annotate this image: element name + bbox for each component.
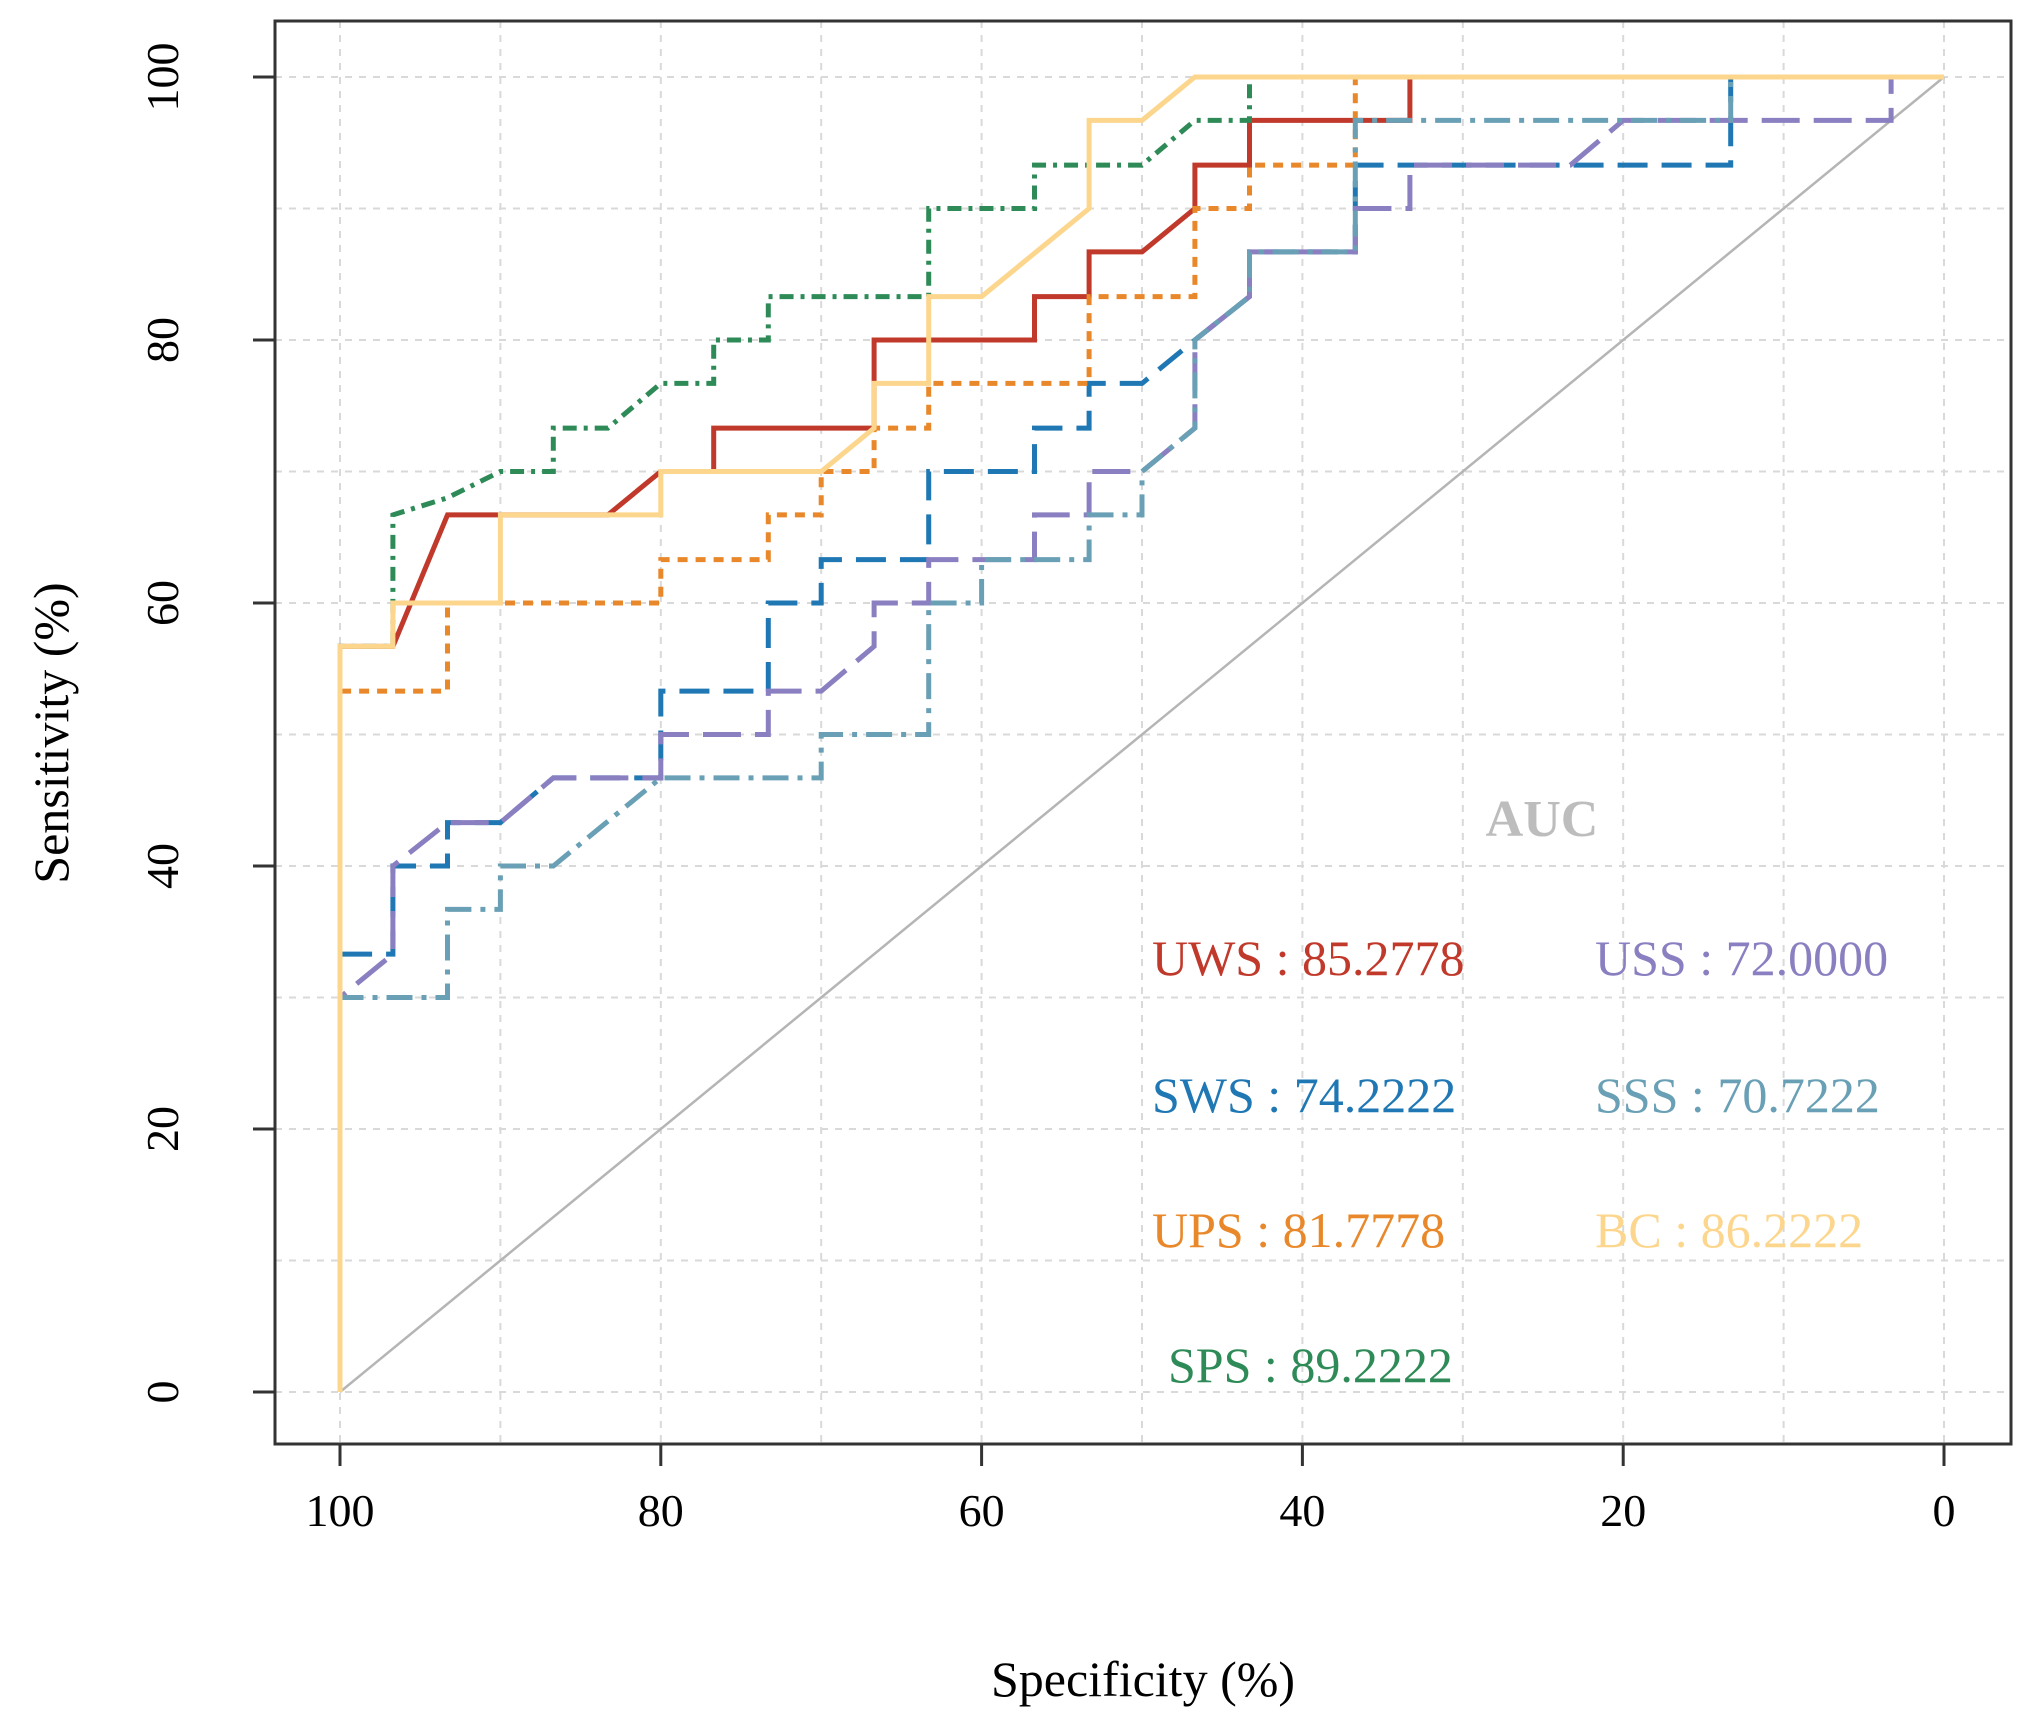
x-axis: 100 80 60 40 20 0 [306,1444,1956,1536]
roc-curve-uss [337,74,1944,1392]
legend-entry-bc: BC : 86.2222 [1595,1202,1863,1258]
x-tick-label: 40 [1279,1485,1325,1536]
y-axis-label: Sensitivity (%) [23,582,79,883]
legend-entry-uss: USS : 72.0000 [1595,930,1888,986]
y-tick-label: 20 [137,1106,188,1152]
y-tick-label: 40 [137,843,188,889]
legend-entry-ups: UPS : 81.7778 [1152,1202,1445,1258]
legend-entry-sps: SPS : 89.2222 [1168,1337,1453,1393]
y-tick-label: 80 [137,317,188,363]
reference-diagonal-line [339,76,1945,1393]
legend-title: AUC [1486,791,1599,848]
roc-curve-sss [337,74,1944,1392]
x-axis-label: Specificity (%) [991,1651,1295,1707]
y-axis: 0 20 40 60 80 100 [137,43,275,1404]
x-tick-label: 100 [306,1485,375,1536]
x-tick-label: 60 [959,1485,1005,1536]
auc-legend: AUC UWS : 85.2778 SWS : 74.2222 UPS : 81.7… [1152,791,1888,1393]
x-tick-label: 0 [1933,1485,1956,1536]
y-tick-label: 60 [137,580,188,626]
y-tick-label: 100 [137,43,188,112]
legend-entry-sws: SWS : 74.2222 [1152,1067,1456,1123]
plot-frame [273,19,2013,1446]
y-tick-label: 0 [137,1381,188,1404]
grid-lines [275,21,2011,1444]
legend-entry-sss: SSS : 70.7222 [1595,1067,1880,1123]
roc-curve-sps [337,74,1944,1392]
roc-curve-bc [337,74,1944,1392]
x-tick-label: 80 [638,1485,684,1536]
legend-entry-uws: UWS : 85.2778 [1152,930,1465,986]
x-tick-label: 20 [1600,1485,1646,1536]
roc-curves [337,74,1944,1392]
